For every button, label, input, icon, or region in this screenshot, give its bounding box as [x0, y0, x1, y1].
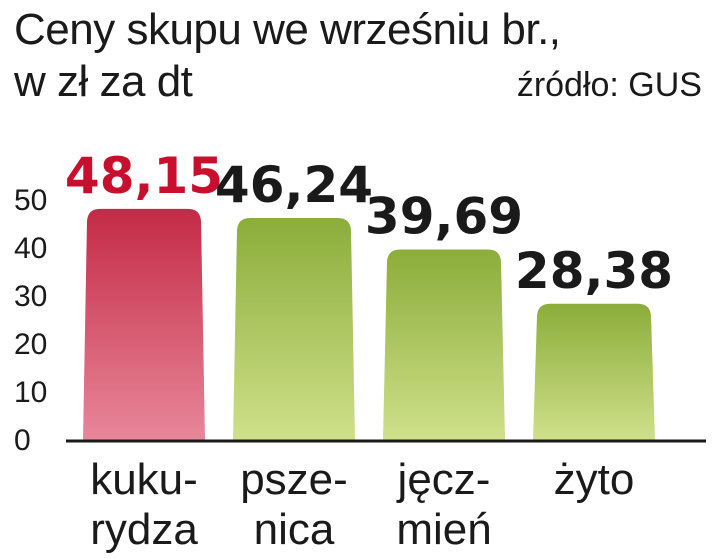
- value-label-0: 48,15: [65, 147, 223, 205]
- chart-title: Ceny skupu we wrześniu br., w zł za dt: [14, 4, 714, 108]
- bar-1: [233, 218, 355, 440]
- title-line-1: Ceny skupu we wrześniu br.,: [14, 5, 561, 54]
- category-label-0-0: kuku-: [90, 455, 198, 504]
- bar-2: [383, 249, 505, 440]
- value-label-1: 46,24: [215, 156, 373, 214]
- source-note: źródło: GUS: [516, 66, 702, 104]
- y-tick-label-20: 20: [14, 328, 47, 361]
- value-label-2: 39,69: [365, 187, 523, 245]
- value-label-3: 28,38: [515, 242, 673, 300]
- category-label-1-1: nica: [254, 505, 335, 554]
- title-line-2: w zł za dt: [14, 57, 193, 106]
- y-tick-label-0: 0: [14, 424, 31, 457]
- y-tick-label-40: 40: [14, 232, 47, 265]
- category-label-0-1: rydza: [90, 505, 198, 554]
- y-tick-label-50: 50: [14, 184, 47, 217]
- bars-group: [83, 208, 655, 440]
- category-labels: kuku-rydza psze-nica jęcz-mień żyto: [90, 455, 634, 554]
- y-tick-label-30: 30: [14, 280, 47, 313]
- bar-0: [83, 208, 205, 440]
- category-label-2-0: jęcz-: [396, 455, 491, 504]
- category-label-3-0: żyto: [554, 455, 635, 504]
- y-tick-label-10: 10: [14, 376, 47, 409]
- category-label-2-1: mień: [396, 505, 491, 554]
- y-axis-ticks: 0 10 20 30 40 50: [14, 184, 47, 457]
- category-label-1-0: psze-: [240, 455, 348, 504]
- bar-3: [533, 303, 655, 440]
